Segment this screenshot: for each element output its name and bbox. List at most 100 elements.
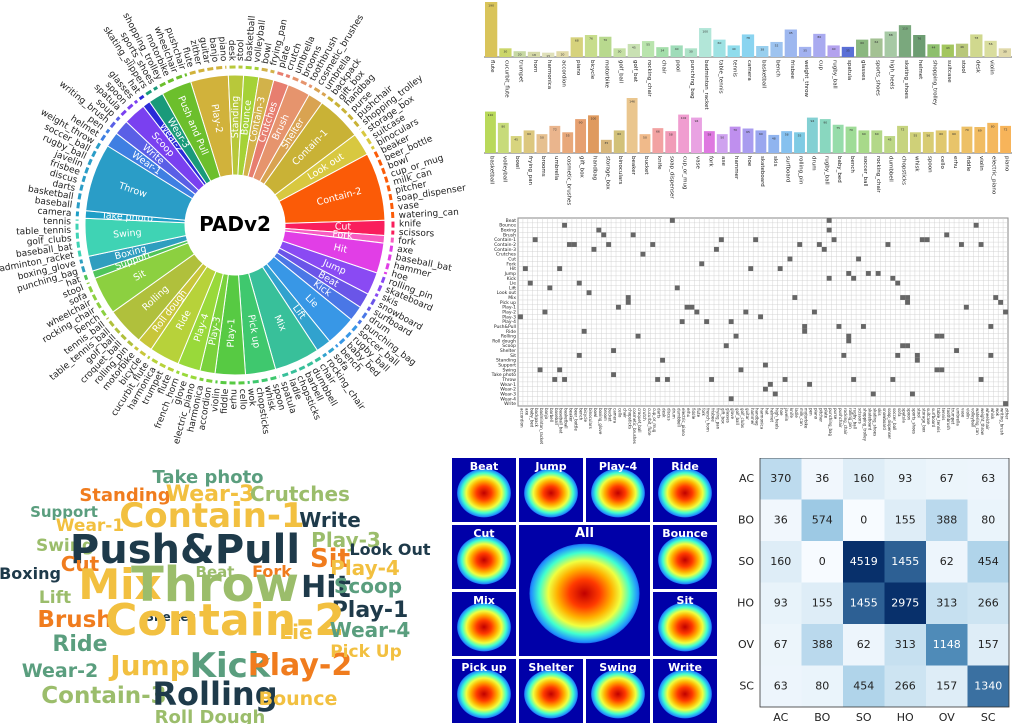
sector-label: Swing xyxy=(113,227,142,240)
matrix-col-label: bench xyxy=(578,408,583,421)
sector-outer-arc xyxy=(102,130,109,141)
matrix-cell xyxy=(753,237,758,242)
bar-value-label: 18 xyxy=(532,53,536,57)
word-lie: Lie xyxy=(279,620,312,644)
bar-value-label: 50 xyxy=(720,136,724,140)
matrix-col-label: french_horn xyxy=(706,408,711,432)
matrix-cell xyxy=(606,242,611,247)
matrix-cell xyxy=(743,310,748,315)
matrix-cell xyxy=(783,377,788,382)
bar-category-label: erhu xyxy=(952,156,958,169)
heatmap-title: Jump xyxy=(534,460,566,473)
bar-category-label: harmonica xyxy=(546,60,552,89)
bar-category-label: axe xyxy=(720,156,726,166)
matrix-cell xyxy=(974,223,979,228)
sector-outer-arc xyxy=(190,67,227,73)
heatmap-blob xyxy=(658,603,712,652)
matrix-cell xyxy=(856,257,861,262)
matrix-cell xyxy=(993,295,998,300)
matrix-col-label: baseball xyxy=(554,408,559,425)
matrix-cell xyxy=(1003,401,1008,406)
confusion-value-label: 157 xyxy=(978,638,999,651)
bar-category-label: cup_or_mug xyxy=(682,156,688,189)
sector-outer-arc xyxy=(146,87,157,94)
bar-value-label: 68 xyxy=(575,39,579,43)
sector-outer-arc xyxy=(315,88,326,95)
word-pick-up: Pick Up xyxy=(330,642,402,662)
matrix-cell xyxy=(871,392,876,397)
matrix-col-label: guitar xyxy=(745,408,750,420)
sector-outer-arc xyxy=(385,246,391,274)
matrix-col-label: fiddle xyxy=(691,408,696,420)
matrix-cell xyxy=(768,382,773,387)
heatmap-blob xyxy=(591,469,645,518)
matrix-col-label: glasses xyxy=(725,408,730,423)
heatmap-title: Ride xyxy=(671,460,699,473)
matrix-cell xyxy=(817,242,822,247)
matrix-cell xyxy=(905,295,910,300)
word-contain-3: Contain-3 xyxy=(41,683,166,709)
bar-value-label: 80 xyxy=(501,124,505,128)
sector-label: Play-1 xyxy=(226,318,238,347)
bar-category-label: soap_dispenser xyxy=(669,156,675,199)
object-label: table_tennis xyxy=(16,226,72,238)
bar-value-label: 76 xyxy=(589,36,593,40)
matrix-col-label: stool xyxy=(916,408,921,418)
heatmap-blob xyxy=(457,536,511,585)
matrix-cell xyxy=(582,329,587,334)
matrix-cell xyxy=(518,314,523,319)
confusion-value-label: 388 xyxy=(812,638,833,651)
heatmap-blob xyxy=(658,670,712,719)
matrix-cell xyxy=(577,281,582,286)
bar-category-label: frisbee xyxy=(789,60,795,79)
bar-value-label: 95 xyxy=(789,31,793,35)
matrix-cell xyxy=(729,396,734,401)
sector-outer-arc xyxy=(81,260,84,273)
matrix-cell xyxy=(611,372,616,377)
matrix-cell xyxy=(939,334,944,339)
matrix-cell xyxy=(827,276,832,281)
sector-outer-arc xyxy=(77,220,80,257)
confusion-value-label: 80 xyxy=(815,679,829,692)
bar-category-label: handbag xyxy=(591,156,597,180)
matrix-col-label: milk_can xyxy=(799,408,804,426)
bar-value-label: 55 xyxy=(914,134,918,138)
confusion-value-label: 1455 xyxy=(891,555,919,568)
matrix-col-label: binoculars xyxy=(588,408,593,429)
confusion-col-label: OV xyxy=(939,711,955,724)
bar-category-label: skis xyxy=(772,156,778,167)
bar-value-label: 40 xyxy=(832,47,836,51)
bar-value-label: 60 xyxy=(939,132,943,136)
matrix-col-label: spatula xyxy=(902,408,907,423)
matrix-cell xyxy=(562,377,567,382)
sector-outer-arc xyxy=(359,313,367,323)
bar-value-label: 56 xyxy=(926,133,930,137)
bar-category-label: rocking_chair xyxy=(875,156,881,193)
matrix-cell xyxy=(533,237,538,242)
bar-category-label: camera xyxy=(746,60,752,81)
matrix-col-label: toothbrush xyxy=(946,408,951,430)
bar-category-label: bench xyxy=(849,156,855,173)
matrix-col-label: hat xyxy=(764,408,769,415)
matrix-svg: BeatBounceBoxingBrushContain-1Contain-2C… xyxy=(478,212,1014,452)
bar-value-label: 35 xyxy=(803,48,807,52)
confusion-col-label: BO xyxy=(814,711,830,724)
bar-category-label: electric_piano xyxy=(991,156,997,195)
bar-category-label: trumpet xyxy=(518,60,524,83)
bar-category-label: vase xyxy=(694,156,700,169)
bar-value-label: 20 xyxy=(518,53,522,57)
matrix-col-label: crutch xyxy=(642,408,647,421)
bar-category-label: chopsticks xyxy=(901,156,907,185)
bar-category-label: frying_pan xyxy=(527,156,533,186)
confusion-value-label: 266 xyxy=(978,596,999,609)
matrix-col-label: skateboard xyxy=(867,408,872,431)
sector-outer-arc xyxy=(111,117,119,127)
matrix-cell xyxy=(988,353,993,358)
bar-category-label: high_heels xyxy=(889,60,895,90)
matrix-col-label: punching_bag xyxy=(828,408,833,437)
matrix-col-label: frying_pan xyxy=(715,408,720,430)
heatmap-blob xyxy=(658,536,712,585)
matrix-cell xyxy=(729,319,734,324)
sector-outer-arc xyxy=(262,69,275,72)
